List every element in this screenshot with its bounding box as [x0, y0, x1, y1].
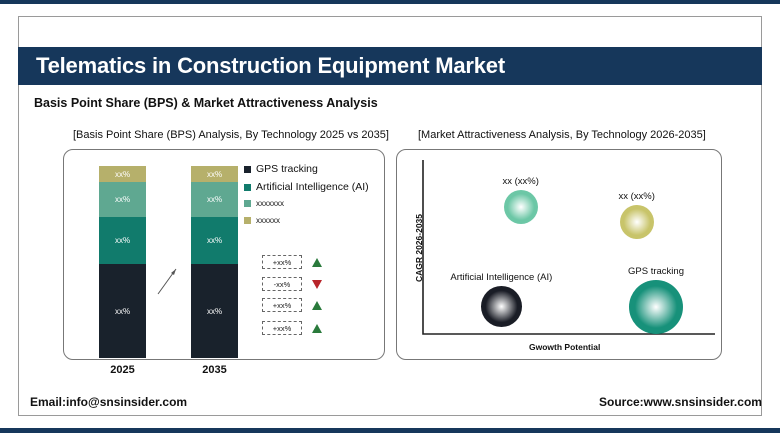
bar-segment: xx%: [191, 166, 238, 183]
up-arrow-icon: [312, 258, 322, 267]
bar-segment: xx%: [99, 264, 146, 358]
legend-swatch: [244, 165, 251, 173]
page-title: Telematics in Construction Equipment Mar…: [36, 53, 505, 78]
legend-swatch: [244, 200, 251, 207]
x-axis-label: Gwowth Potential: [529, 342, 601, 352]
bubble-marker: [628, 279, 684, 334]
x-tick-label: 2025: [110, 364, 135, 376]
bubble-label: xx (xx%): [618, 190, 655, 202]
legend-item: xxxxxx: [244, 216, 280, 225]
bar-segment: xx%: [99, 166, 146, 183]
attractiveness-axes: [422, 160, 715, 335]
bar-segment: xx%: [191, 264, 238, 358]
down-arrow-icon: [312, 280, 322, 289]
legend-item: Artificial Intelligence (AI): [244, 181, 369, 193]
legend-item: xxxxxxx: [244, 199, 284, 208]
top-rule: [0, 0, 780, 4]
x-tick-label: 2035: [202, 364, 227, 376]
bubble-label: Artificial Intelligence (AI): [450, 272, 553, 284]
bottom-rule: [0, 428, 780, 433]
bps-change-value: -xx%: [262, 277, 302, 291]
legend-label: xxxxxx: [256, 216, 280, 225]
attractiveness-panel-heading: [Market Attractiveness Analysis, By Tech…: [418, 129, 706, 141]
bar-segment: xx%: [191, 182, 238, 218]
y-axis-label: CAGR 2026-2035: [414, 213, 424, 283]
up-arrow-icon: [312, 301, 322, 310]
title-bar: [18, 47, 762, 85]
bar-segment: xx%: [99, 182, 146, 218]
contact-email: Email:info@snsinsider.com: [30, 395, 188, 409]
legend-label: Artificial Intelligence (AI): [256, 181, 369, 193]
bubble-marker: [619, 204, 654, 239]
bubble-label: GPS tracking: [628, 265, 684, 277]
up-arrow-icon: [312, 324, 322, 333]
bar-segment: xx%: [191, 217, 238, 265]
bps-change-value: +xx%: [262, 298, 302, 312]
legend-swatch: [244, 183, 251, 191]
legend-item: GPS tracking: [244, 163, 318, 175]
bubble-marker: [503, 189, 538, 224]
bps-change-value: +xx%: [262, 255, 302, 269]
bar-segment: xx%: [99, 217, 146, 265]
source-link: Source:www.snsinsider.com: [599, 395, 762, 409]
page-subtitle: Basis Point Share (BPS) & Market Attract…: [34, 96, 378, 110]
bubble-label: xx (xx%): [502, 175, 539, 187]
bps-connector-line: [157, 268, 177, 295]
bps-change-value: +xx%: [262, 321, 302, 335]
legend-swatch: [244, 217, 251, 224]
legend-label: xxxxxxx: [256, 199, 284, 208]
legend-label: GPS tracking: [256, 163, 318, 175]
bubble-marker: [480, 286, 522, 328]
bps-panel-heading: [Basis Point Share (BPS) Analysis, By Te…: [73, 129, 389, 141]
